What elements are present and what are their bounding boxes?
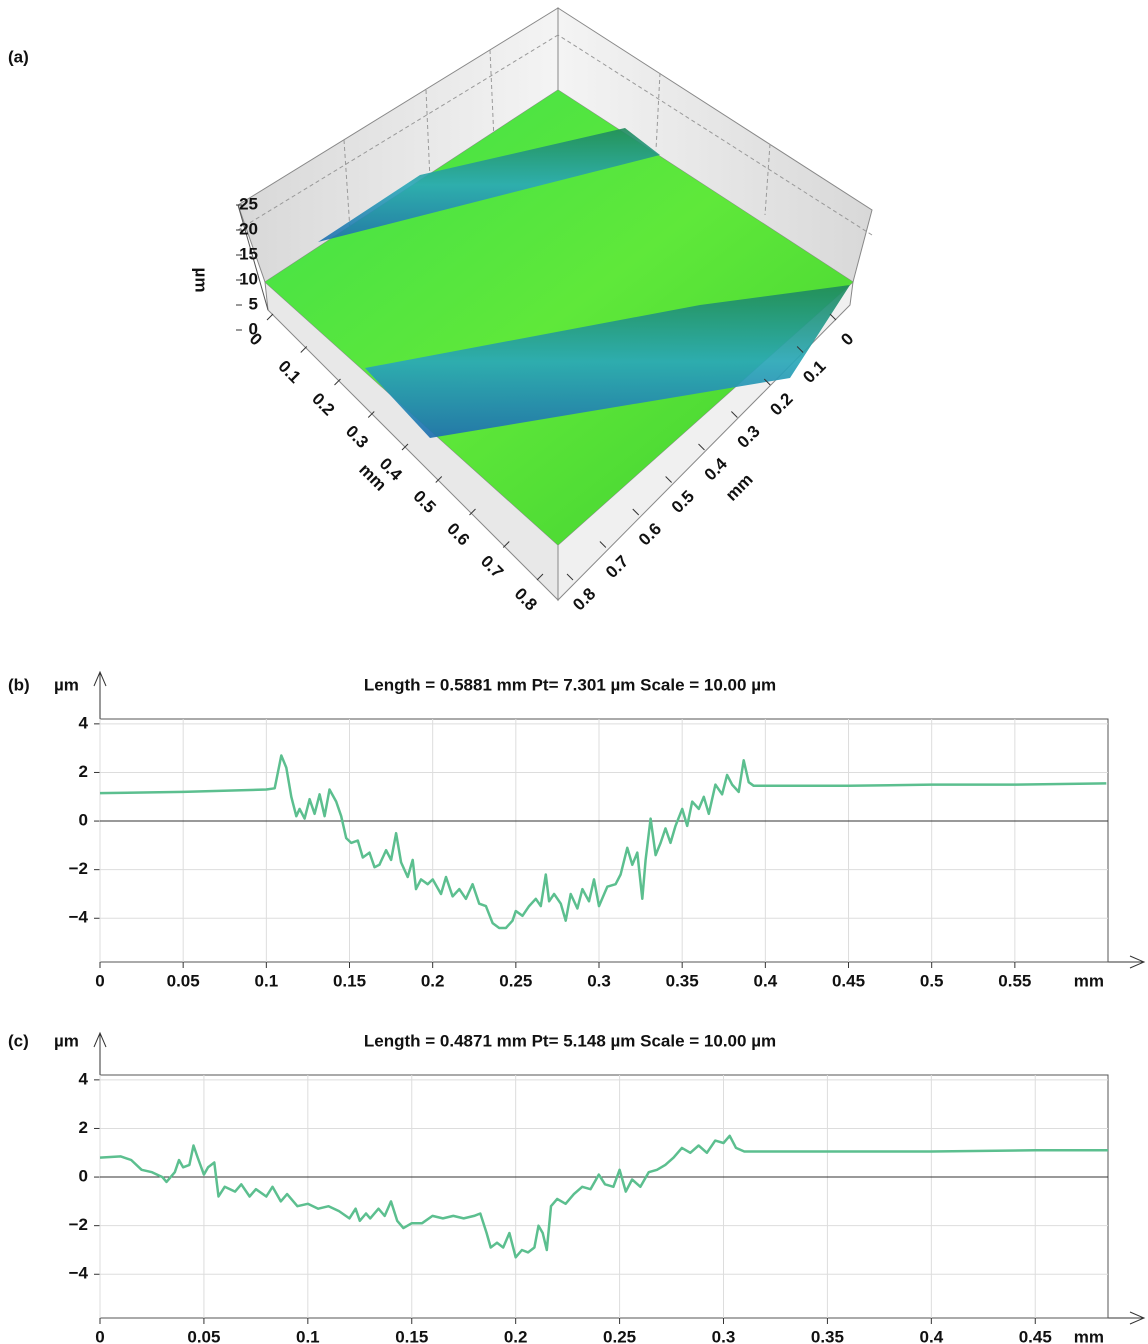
x-tick-label: 0.45 [832,971,865,990]
y-tick [566,573,574,581]
plot-frame [99,718,1109,963]
chart-title: Length = 0.5881 mm Pt= 7.301 µm Scale = … [364,675,776,694]
y-tick-label: 0.2 [766,389,796,419]
x-axis-label: mm [1074,1327,1104,1344]
y-axis-label: µm [54,675,79,694]
z-axis-label: µm [192,268,211,293]
x-tick-label: 0.2 [421,971,445,990]
y-tick-label: 0.4 [701,454,732,485]
x-tick-label: 0.3 [342,422,372,452]
chart-title: Length = 0.4871 mm Pt= 5.148 µm Scale = … [364,1031,776,1050]
trench-lower [365,285,850,438]
x-tick [502,541,510,548]
y-tick [731,411,738,418]
x-tick-label: 0.6 [443,519,473,549]
x-axis-label: mm [1074,971,1104,990]
y-tick [698,443,705,451]
panel-label: (b) [8,675,30,694]
y-tick-label: −4 [69,1264,89,1283]
y-axis-label: µm [54,1031,79,1050]
x-tick-label: 0.5 [920,971,944,990]
x-tick-label: 0.2 [308,389,338,419]
x-tick-label: 0.05 [187,1327,220,1344]
x-tick [401,443,409,451]
z-tick-label: 5 [249,294,258,313]
y-tick-label: 0.1 [799,357,829,387]
y-tick-label: 0 [837,329,857,349]
x-tick [367,411,375,418]
z-tick-label: 15 [239,244,258,263]
y-tick-label: 0.6 [635,519,665,549]
axis-arrow [93,670,107,687]
y-tick-label: 0.7 [602,552,632,582]
axis-arrow [1129,955,1146,969]
axis-arrow [1129,1311,1146,1325]
trench-upper [318,128,660,242]
y-tick [796,346,804,353]
x-tick-label: 0.7 [477,552,507,582]
y-tick-label: 0.5 [668,487,698,517]
y-tick [665,476,672,483]
x-tick-label: 0.3 [587,971,611,990]
x-tick-label: 0.5 [409,487,439,517]
x-tick-label: 0.45 [1019,1327,1052,1344]
y-tick-label: 4 [79,1069,89,1088]
x-tick-label: 0.4 [920,1327,944,1344]
x-tick-label: 0.35 [811,1327,844,1344]
y-tick-label: 0.8 [569,584,599,614]
z-tick-label: 0 [249,319,258,338]
x-tick-label: 0.8 [511,584,541,614]
x-tick-label: 0.3 [712,1327,736,1344]
x-tick-label: 0.2 [504,1327,528,1344]
x-tick-label: 0.1 [255,971,279,990]
y-tick-label: −2 [69,859,88,878]
panel-label: (c) [8,1031,29,1050]
z-tick-label: 10 [239,269,258,288]
y-tick [632,508,640,516]
y-tick-label: −4 [69,908,89,927]
x-tick-label: 0.4 [754,971,778,990]
z-tick-label: 20 [239,219,258,238]
axis-arrow [93,1031,107,1048]
x-tick-label: 0 [95,971,104,990]
x-tick-label: 0 [95,1327,104,1344]
y-tick-label: 4 [79,713,89,732]
x-tick [435,476,443,483]
x-tick-label: 0.55 [998,971,1031,990]
y-tick-label: 0 [79,1167,88,1186]
x-tick-label: 0.25 [499,971,532,990]
x-tick-label: 0.35 [666,971,699,990]
wall-grid [237,34,873,236]
y-tick [829,313,837,321]
axis-edge [237,204,269,311]
y-tick-label: 0.3 [734,422,764,452]
y-axis-label: mm [722,470,757,505]
x-tick-label: 0.1 [274,357,304,387]
profile-line [99,1134,1108,1259]
y-tick-label: −2 [69,1215,88,1234]
x-tick-label: 0.15 [333,971,366,990]
x-tick [300,346,308,353]
x-tick-label: 0.25 [603,1327,636,1344]
y-tick [599,541,607,548]
y-tick [763,378,771,386]
z-tick-label: 25 [239,194,258,213]
profile-line [99,754,1107,930]
x-tick-label: 0.15 [395,1327,428,1344]
x-tick-label: 0.05 [167,971,200,990]
x-tick [536,573,544,581]
x-tick [334,378,341,386]
x-tick [469,508,476,516]
y-tick-label: 0 [79,811,88,830]
y-tick-label: 2 [79,1118,88,1137]
y-tick-label: 2 [79,762,88,781]
panel-label: (a) [8,47,29,66]
surface-3d [237,7,873,602]
x-tick-label: 0.1 [296,1327,320,1344]
x-tick [266,313,274,321]
